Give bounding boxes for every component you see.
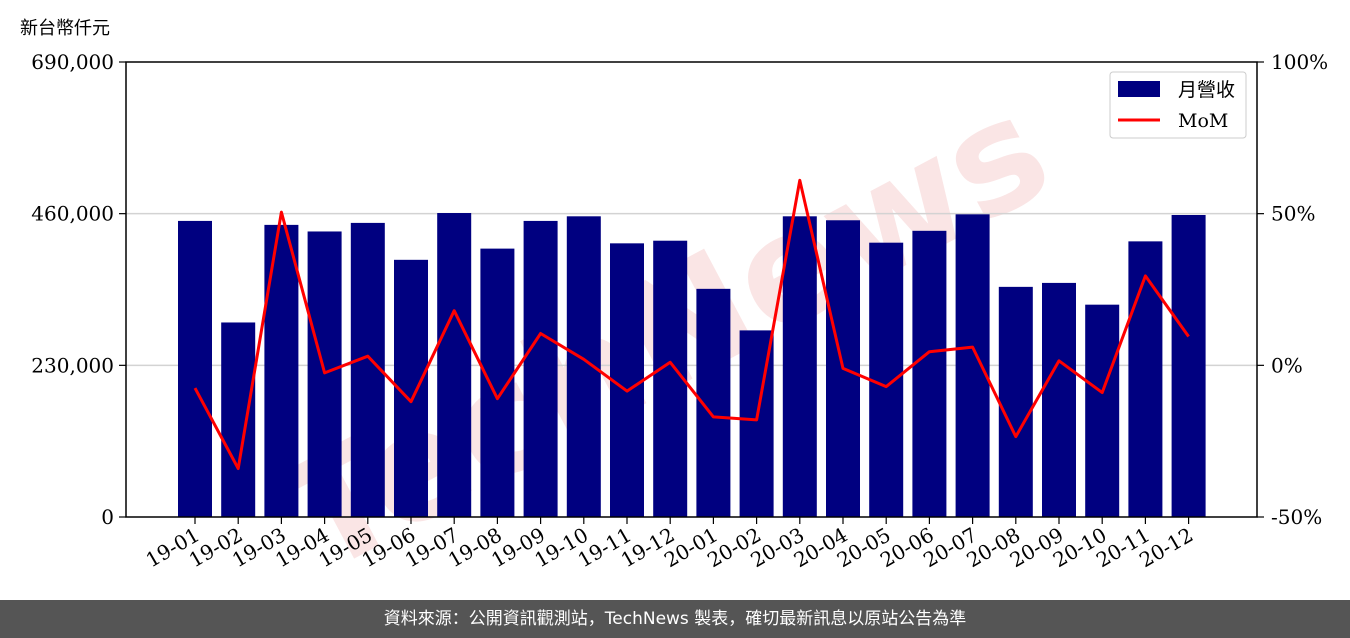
legend-label-mom: MoM <box>1178 110 1228 132</box>
y-left-tick-label: 0 <box>101 505 114 529</box>
y-axis-unit-label: 新台幣仟元 <box>20 18 110 39</box>
y-right-tick-label: 100% <box>1271 50 1328 74</box>
revenue-bar <box>998 286 1033 517</box>
y-left-tick-label: 230,000 <box>31 353 114 377</box>
revenue-bar <box>221 322 256 517</box>
legend-swatch-bar <box>1118 81 1160 97</box>
plot-frame <box>125 61 1258 518</box>
y-left-tick-label: 690,000 <box>31 50 114 74</box>
legend: 月營收 MoM <box>1109 71 1247 139</box>
y-left-tick-label: 460,000 <box>31 202 114 226</box>
legend-label-revenue: 月營收 <box>1178 79 1235 101</box>
revenue-bar <box>912 230 947 518</box>
revenue-chart: TechNews 0230,000460,000690,000-50%0%50%… <box>31 50 1328 600</box>
revenue-bar <box>955 214 990 517</box>
revenue-bar <box>610 243 644 517</box>
revenue-bar <box>1171 214 1206 517</box>
source-footer: 資料來源：公開資訊觀測站，TechNews 製表，確切最新訊息以原站公告為準 <box>0 600 1350 638</box>
revenue-bar <box>1042 282 1076 517</box>
revenue-bar <box>437 213 472 517</box>
revenue-bar <box>178 220 212 517</box>
y-right-tick-label: -50% <box>1271 505 1322 529</box>
revenue-bar <box>264 224 299 517</box>
revenue-bar <box>1085 304 1120 517</box>
revenue-bar <box>523 220 558 517</box>
revenue-bar <box>869 242 904 517</box>
mom-line <box>193 178 1190 470</box>
y-right-tick-label: 50% <box>1271 202 1315 226</box>
revenue-bar <box>782 216 817 517</box>
y-right-tick-label: 0% <box>1271 353 1303 377</box>
revenue-bar <box>1128 241 1163 518</box>
